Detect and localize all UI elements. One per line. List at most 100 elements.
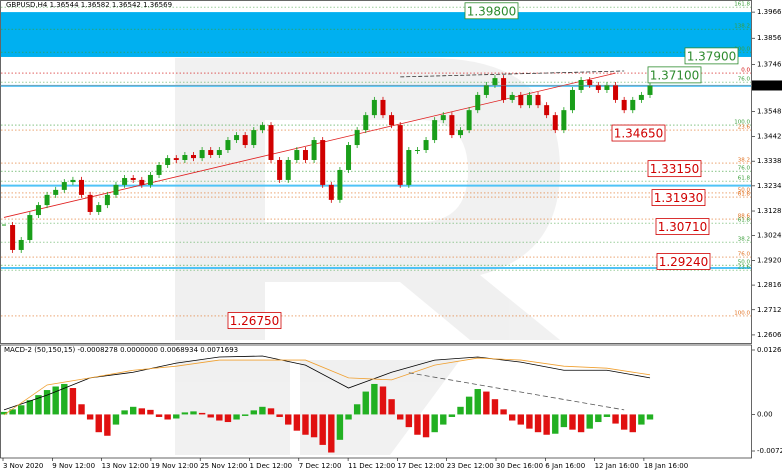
histogram-bar [422, 414, 430, 438]
histogram-bar [638, 414, 645, 425]
level-box [647, 66, 702, 84]
fib-label: 0.0 [741, 68, 750, 74]
y-tick-label: 1.31280 [757, 207, 782, 215]
level-label: 1.30710 [658, 220, 708, 234]
histogram-bar [181, 412, 189, 415]
histogram-bar [310, 414, 318, 438]
y-tick-label: 1.38560 [757, 34, 782, 42]
histogram-bar [224, 414, 232, 423]
x-tick-label: 19 Nov 12:00 [151, 462, 198, 470]
histogram-bar [267, 408, 275, 415]
histogram-bar [560, 414, 568, 428]
macd-line [3, 357, 651, 416]
histogram-bar [440, 414, 447, 425]
y-tick-label: 1.32340 [757, 182, 782, 190]
fib-label: 61.8 [738, 192, 751, 198]
histogram-bar [457, 406, 464, 415]
histogram-bar [26, 400, 34, 415]
fib-label: 100.0 [734, 310, 750, 316]
histogram-bar [491, 399, 499, 415]
fib-label: 38.2 [738, 158, 750, 164]
histogram-bar [577, 414, 585, 433]
histogram-bar [336, 414, 344, 440]
histogram-bar [534, 414, 542, 433]
x-tick-label: 3 Nov 2020 [3, 462, 43, 470]
histogram-bar [302, 414, 309, 435]
histogram-bar [250, 410, 257, 415]
histogram-bar [69, 388, 77, 415]
histogram-bar [190, 411, 197, 415]
histogram-bar [52, 386, 59, 415]
histogram-bar [164, 414, 171, 420]
fib-label: 100.0 [734, 120, 750, 126]
y-tick-label: 1.30240 [757, 232, 782, 240]
x-tick-label: 17 Dec 12:00 [397, 462, 444, 470]
histogram-bar [595, 414, 602, 423]
histogram-bar [104, 414, 111, 436]
fib-label: 138.2 [734, 24, 750, 30]
x-tick-label: 13 Nov 12:00 [102, 462, 149, 470]
fib-label: 76.0 [738, 77, 751, 83]
histogram-bar [517, 414, 524, 425]
histogram-bar [173, 414, 180, 419]
level-label: 1.37900 [687, 49, 737, 63]
histogram-bar [508, 414, 516, 421]
fib-label: 61.8 [738, 218, 751, 224]
histogram-bar [526, 414, 533, 429]
watermark [175, 58, 560, 455]
histogram-bar [35, 395, 42, 415]
histogram-bar [112, 414, 120, 425]
histogram-bar [552, 414, 559, 434]
fib-label: 100.0 [734, 47, 750, 53]
x-tick-label: 23 Dec 12:00 [447, 462, 494, 470]
histogram-bar [612, 414, 619, 424]
x-tick-label: 1 Dec 12:00 [250, 462, 293, 470]
histogram-bar [9, 409, 16, 415]
histogram-bar [353, 404, 361, 415]
level-label: 1.34650 [614, 127, 664, 141]
level-box [227, 312, 282, 329]
fib-label: 61.8 [738, 176, 751, 182]
histogram-bar [328, 414, 335, 453]
histogram-bar [285, 414, 292, 425]
histogram-bar [121, 410, 128, 415]
level-label: 1.33150 [650, 162, 700, 176]
y-tick-label: 1.27120 [757, 306, 782, 314]
histogram-bar [483, 391, 490, 415]
histogram-bar [388, 399, 395, 415]
histogram-bar [345, 414, 352, 420]
histogram-bar [586, 414, 593, 429]
x-tick-label: 9 Nov 12:00 [52, 462, 95, 470]
y-tick-label: 1.37460 [757, 60, 782, 68]
histogram-bar [43, 390, 51, 415]
histogram-bar [78, 404, 85, 415]
level-label: 1.29240 [659, 255, 709, 269]
zone [1, 12, 751, 57]
x-tick-label: 12 Jan 16:00 [595, 462, 639, 470]
histogram-bar [155, 414, 163, 417]
x-tick-label: 25 Nov 12:00 [200, 462, 247, 470]
trendline [400, 70, 625, 78]
macd-line [3, 355, 651, 411]
histogram-bar [241, 414, 249, 416]
histogram-bar [86, 414, 94, 420]
fib-label: 38.2 [738, 237, 750, 243]
histogram-bar [198, 412, 206, 415]
y-tick-label: 1.28160 [757, 281, 782, 289]
y-tick-label: 1.34420 [757, 132, 782, 140]
histogram-bar [569, 414, 576, 430]
level-box [684, 47, 739, 65]
histogram-bar [95, 414, 102, 433]
fib-label: 50.0 [738, 260, 751, 266]
y-tick-label: -0.007201 [757, 447, 782, 455]
histogram-bar [259, 406, 266, 415]
histogram-bar [379, 386, 387, 415]
histogram-bar [646, 414, 654, 420]
level-box [611, 124, 666, 142]
plot-frame [0, 344, 752, 459]
histogram-bar [620, 414, 628, 430]
histogram-bar [448, 414, 456, 417]
histogram-bar [414, 414, 421, 435]
last-price-label: 1.36569 [756, 81, 782, 89]
